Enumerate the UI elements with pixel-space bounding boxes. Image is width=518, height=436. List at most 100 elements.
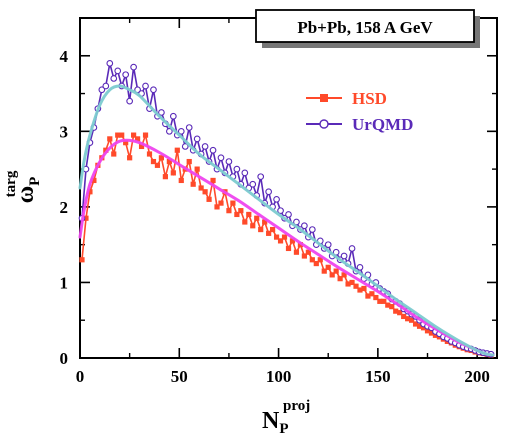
data-point-hsd [142,132,149,138]
data-point-hsd [150,158,157,165]
data-point-urqmd [110,75,118,82]
data-point-urqmd [177,127,185,135]
data-point-hsd [428,330,435,336]
data-point-hsd [357,287,363,293]
data-point-hsd [377,298,383,304]
axis-ticks [79,18,497,359]
data-point-urqmd [130,63,137,71]
data-point-hsd [281,234,288,240]
data-point-urqmd [166,127,173,135]
legend: HSD UrQMD [306,89,413,134]
data-point-urqmd [293,218,300,226]
data-point-hsd [123,140,129,146]
chart-title-box: Pb+Pb, 158 A GeV [255,9,480,48]
svg-text:NP: NP [262,408,289,436]
data-point-hsd [158,155,165,161]
data-point-hsd [349,279,355,286]
plot-frame [79,17,498,359]
data-point-hsd [198,185,204,191]
data-point-urqmd [158,109,165,116]
data-point-urqmd [122,71,130,79]
legend-marker-hsd [320,94,328,102]
data-point-urqmd [324,241,332,249]
data-point-hsd [115,132,121,138]
data-point-hsd [416,323,423,329]
data-point-hsd [238,208,244,214]
y-tick-label: 3 [60,122,69,141]
data-point-hsd [405,316,411,322]
data-point-hsd [254,215,260,221]
data-point-urqmd [169,112,177,120]
data-point-hsd [127,155,133,161]
data-point-hsd [420,325,427,331]
data-point-hsd [313,260,319,267]
data-point-hsd [301,253,307,259]
data-point-hsd [226,208,232,214]
y-tick-label: 1 [60,273,69,292]
series-urqmd [78,59,495,358]
data-point-hsd [409,317,415,323]
data-point-hsd [321,268,327,274]
legend-label-urqmd: UrQMD [352,115,413,134]
data-point-hsd [138,143,145,150]
data-point-urqmd [277,207,284,215]
data-point-hsd [361,285,367,292]
data-point-urqmd [185,124,193,131]
data-point-hsd [166,158,172,165]
data-point-hsd [186,158,192,165]
data-point-urqmd [301,222,308,230]
svg-text:ωP: ωP [13,177,43,204]
data-point-hsd [246,211,252,218]
series-layer [78,59,495,358]
data-point-hsd [206,196,212,202]
y-axis-title-sub: P [27,177,43,186]
data-point-hsd [333,268,339,274]
data-point-hsd [262,219,268,225]
legend-label-hsd: HSD [352,89,387,108]
data-point-hsd [289,238,296,244]
y-axis-title-main: ω [13,186,39,204]
data-point-hsd [432,332,439,338]
data-point-hsd [365,293,371,299]
data-point-hsd [258,226,264,233]
data-point-hsd [389,304,395,310]
data-point-urqmd [285,211,292,218]
x-tick-label: 200 [464,367,490,386]
data-point-hsd [146,151,153,157]
data-point-hsd [270,226,276,233]
data-point-hsd [293,249,300,255]
data-point-hsd [337,276,343,282]
series-line-urqmd [81,63,492,355]
y-tick-label: 2 [60,198,69,217]
data-point-hsd [111,151,117,157]
x-axis-title-sub: P [279,421,288,436]
data-point-hsd [242,219,248,225]
data-point-hsd [317,257,323,263]
data-point-hsd [393,308,399,314]
data-point-hsd [170,170,176,176]
data-point-urqmd [348,245,356,252]
x-tick-label: 0 [76,367,85,386]
data-point-hsd [218,200,224,206]
data-point-hsd [285,245,292,252]
data-point-urqmd [265,188,272,196]
x-axis-title: NP proj [262,398,310,436]
data-point-hsd [329,272,335,278]
x-tick-label: 50 [171,367,188,386]
data-point-urqmd [356,263,364,271]
data-point-urqmd [233,165,241,173]
data-point-hsd [345,281,351,287]
data-point-hsd [369,291,375,297]
data-point-hsd [134,136,141,142]
fit-curve-urqmd [78,84,495,357]
data-point-hsd [162,174,168,180]
data-point-hsd [107,136,113,142]
data-point-hsd [154,162,161,168]
data-point-hsd [412,321,419,327]
data-point-hsd [83,215,89,221]
data-point-urqmd [225,158,233,165]
data-point-hsd [190,181,196,187]
data-point-hsd [424,328,431,334]
data-point-hsd [230,200,236,206]
